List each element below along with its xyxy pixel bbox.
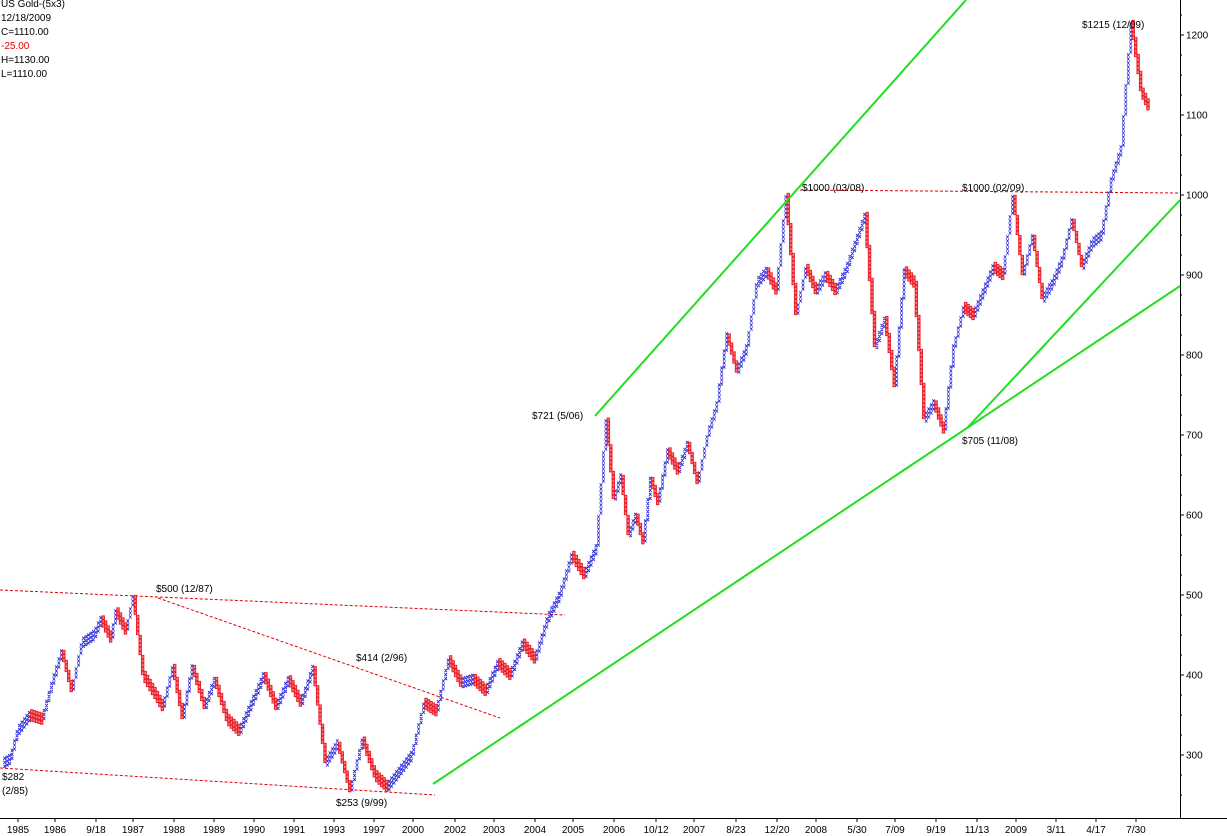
x-tick-label: 1985 — [7, 825, 30, 836]
low-value: L=1110.00 — [1, 69, 48, 80]
annotation-414: $414 (2/96) — [356, 653, 407, 664]
x-tick-label: 1987 — [122, 825, 145, 836]
x-tick-label: 3/11 — [1047, 825, 1066, 836]
annotation-1000-0209: $1000 (02/09) — [962, 183, 1024, 194]
x-tick-label: 12/20 — [764, 825, 789, 836]
x-tick-label: 7/30 — [1126, 825, 1146, 836]
y-tick-label: 300 — [1186, 751, 1203, 762]
y-tick-label: 900 — [1186, 271, 1203, 282]
x-tick-label: 2006 — [603, 825, 626, 836]
change-value: -25.00 — [1, 41, 30, 52]
trend-support-long — [432, 285, 1181, 785]
x-tick-label: 1986 — [44, 825, 67, 836]
support-line-1985-1999 — [0, 767, 436, 796]
o-column-marks — [30, 19, 1150, 793]
x-tick-label: 9/18 — [86, 825, 106, 836]
x-tick-label: 2005 — [562, 825, 585, 836]
y-tick-label: 800 — [1186, 351, 1203, 362]
x-tick-label: 11/13 — [965, 825, 990, 836]
resistance-line-1000 — [799, 189, 1181, 194]
x-tick-label: 2003 — [483, 825, 506, 836]
x-tick-label: 2009 — [1005, 825, 1028, 836]
x-tick-label: 8/23 — [726, 825, 746, 836]
y-tick-label: 600 — [1186, 511, 1203, 522]
x-tick-label: 1989 — [203, 825, 226, 836]
annotation-282-date: (2/85) — [2, 786, 28, 797]
x-tick-label: 5/30 — [847, 825, 867, 836]
annotation-282: $282 — [2, 772, 25, 783]
y-tick-label: 400 — [1186, 671, 1203, 682]
trend-line-1987-2002 — [157, 597, 501, 719]
x-tick-label: 1988 — [163, 825, 186, 836]
y-tick-label: 700 — [1186, 431, 1203, 442]
x-tick-label: 2000 — [402, 825, 425, 836]
x-tick-label: 4/17 — [1086, 825, 1106, 836]
x-tick-label: 1993 — [323, 825, 346, 836]
y-tick-label: 1200 — [1186, 31, 1209, 42]
x-tick-label: 7/09 — [885, 825, 905, 836]
chart-title: US Gold-(5x3) — [1, 0, 65, 10]
chart-date: 12/18/2009 — [1, 13, 52, 24]
annotation-1000-0308: $1000 (03/08) — [802, 183, 864, 194]
annotation-500: $500 (12/87) — [156, 584, 213, 595]
x-tick-label: 1990 — [243, 825, 266, 836]
annotation-721: $721 (5/06) — [532, 411, 583, 422]
x-tick-label: 1991 — [283, 825, 306, 836]
trend-support-short — [967, 199, 1181, 428]
x-boxes — [3, 22, 1133, 792]
annotation-1215: $1215 (12/09) — [1082, 20, 1144, 31]
x-tick-label: 10/12 — [643, 825, 668, 836]
y-tick-label: 1000 — [1186, 191, 1209, 202]
x-tick-label: 2002 — [444, 825, 467, 836]
x-tick-label: 2004 — [524, 825, 547, 836]
trend-channel-upper — [594, 0, 967, 417]
x-column-marks — [3, 22, 1133, 792]
close-value: C=1110.00 — [1, 27, 49, 38]
x-tick-label: 2007 — [683, 825, 706, 836]
x-tick-label: 1997 — [363, 825, 386, 836]
resistance-line-1987 — [0, 589, 566, 616]
o-boxes — [30, 19, 1150, 793]
y-tick-label: 1100 — [1186, 111, 1208, 122]
high-value: H=1130.00 — [1, 55, 50, 66]
y-tick-label: 500 — [1186, 591, 1203, 602]
x-tick-label: 9/19 — [926, 825, 946, 836]
annotation-253: $253 (9/99) — [336, 798, 387, 809]
x-tick-label: 2008 — [805, 825, 828, 836]
annotation-705: $705 (11/08) — [962, 436, 1018, 447]
